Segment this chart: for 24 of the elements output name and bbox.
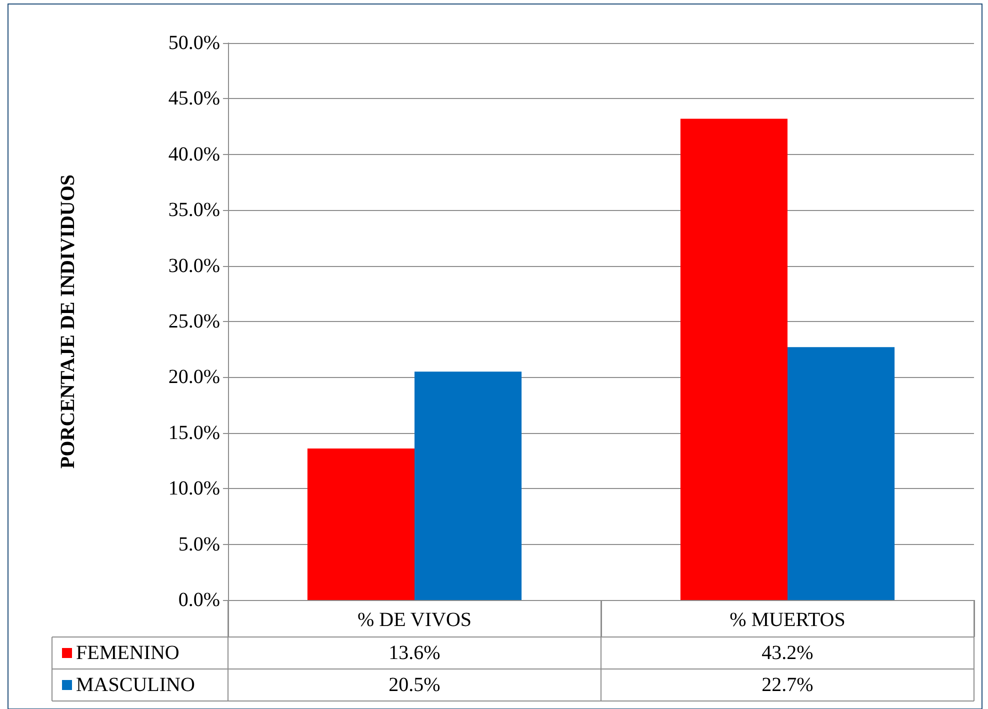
y-tick-label: 10.0% — [168, 478, 220, 500]
bar — [788, 347, 895, 600]
y-tick-label: 15.0% — [168, 422, 220, 444]
legend-label: MASCULINO — [76, 674, 195, 696]
y-tick-label: 5.0% — [178, 533, 220, 556]
y-tick-label: 35.0% — [168, 199, 220, 222]
y-tick-label: 30.0% — [168, 254, 220, 277]
data-label: 13.6% — [388, 642, 440, 664]
x-tick-label: % MUERTOS — [730, 609, 846, 631]
bar — [307, 448, 414, 600]
data-label: 20.5% — [388, 674, 440, 696]
y-tick-label: 0.0% — [178, 589, 220, 611]
bar — [680, 118, 788, 600]
data-label: 43.2% — [762, 642, 814, 664]
bar — [414, 372, 522, 600]
y-tick-label: 45.0% — [168, 88, 220, 110]
y-tick-label: 40.0% — [168, 143, 220, 166]
y-tick-label: 50.0% — [168, 32, 220, 54]
legend-label: FEMENINO — [76, 642, 180, 664]
y-axis-title: PORCENTAJE DE INDIVIDUOS — [57, 174, 79, 469]
x-tick-label: % DE VIVOS — [357, 609, 472, 631]
y-tick-label: 20.0% — [168, 366, 220, 388]
data-label: 22.7% — [762, 674, 814, 696]
y-tick-label: 25.0% — [168, 310, 220, 332]
